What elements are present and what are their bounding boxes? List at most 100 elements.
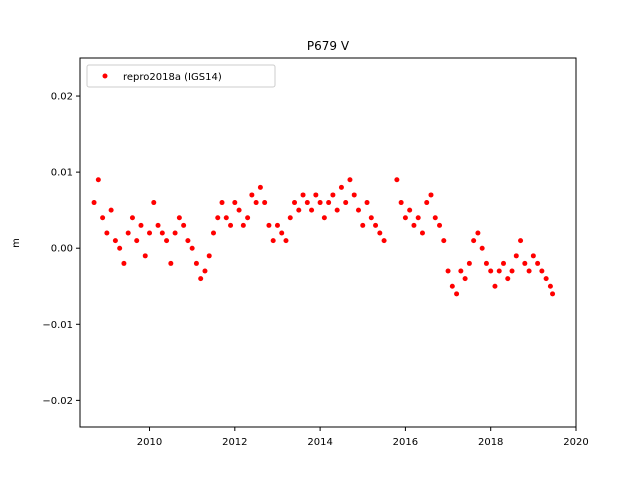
data-point: [479, 245, 485, 251]
data-point: [147, 230, 153, 236]
data-point: [292, 200, 298, 206]
data-point: [95, 177, 101, 183]
data-point: [168, 260, 174, 266]
data-point: [522, 260, 528, 266]
data-point: [172, 230, 178, 236]
chart-title: P679 V: [307, 39, 350, 53]
data-point: [351, 192, 357, 198]
data-point: [206, 253, 212, 259]
data-point: [210, 230, 216, 236]
data-point: [266, 222, 272, 228]
data-point: [402, 215, 408, 221]
data-point: [419, 230, 425, 236]
x-tick-label: 2012: [222, 437, 247, 448]
x-tick-label: 2016: [393, 437, 418, 448]
data-point: [432, 215, 438, 221]
data-point: [509, 268, 515, 274]
data-point: [518, 238, 524, 244]
data-point: [274, 222, 280, 228]
data-point: [108, 207, 114, 213]
y-axis-label: m: [11, 238, 22, 248]
data-point: [317, 200, 323, 206]
data-point: [91, 200, 97, 206]
data-point: [394, 177, 400, 183]
data-point: [142, 253, 148, 259]
x-tick-label: 2020: [563, 437, 588, 448]
data-point: [240, 222, 246, 228]
data-point: [185, 238, 191, 244]
data-point: [253, 200, 259, 206]
data-point: [198, 276, 204, 282]
data-point: [300, 192, 306, 198]
data-point: [550, 291, 556, 297]
data-point: [326, 200, 332, 206]
data-point: [466, 260, 472, 266]
data-point: [338, 184, 344, 190]
y-axis-ticks: −0.02 −0.01 0.00 0.01 0.02: [42, 92, 80, 407]
data-point: [151, 200, 157, 206]
data-point: [134, 238, 140, 244]
data-point: [309, 207, 315, 213]
data-point: [189, 245, 195, 251]
data-point: [368, 215, 374, 221]
data-point: [355, 207, 361, 213]
data-point: [347, 177, 353, 183]
data-point: [117, 245, 123, 251]
data-point: [313, 192, 319, 198]
data-point: [138, 222, 144, 228]
data-point: [407, 207, 413, 213]
data-point: [219, 200, 225, 206]
data-point: [155, 222, 161, 228]
data-point: [249, 192, 255, 198]
data-point: [471, 238, 477, 244]
legend: repro2018a (IGS14): [86, 64, 276, 88]
data-point: [445, 268, 451, 274]
data-point: [492, 283, 498, 289]
data-point: [232, 200, 238, 206]
data-point: [202, 268, 208, 274]
data-point: [483, 260, 489, 266]
data-point: [411, 222, 417, 228]
data-point: [343, 200, 349, 206]
y-tick-label: −0.02: [42, 396, 73, 407]
data-point: [398, 200, 404, 206]
data-point: [458, 268, 464, 274]
data-point: [424, 200, 430, 206]
data-point: [475, 230, 481, 236]
data-point: [321, 215, 327, 221]
data-point: [181, 222, 187, 228]
data-point: [364, 200, 370, 206]
data-point: [415, 215, 421, 221]
data-point: [360, 222, 366, 228]
legend-label: repro2018a (IGS14): [123, 72, 222, 83]
legend-box: [86, 64, 276, 88]
data-point: [125, 230, 131, 236]
data-point: [500, 260, 506, 266]
data-point: [488, 268, 494, 274]
data-point: [539, 268, 545, 274]
data-point: [454, 291, 460, 297]
y-tick-label: 0.02: [51, 92, 73, 103]
x-tick-label: 2010: [137, 437, 162, 448]
data-point: [129, 215, 135, 221]
data-point: [462, 276, 468, 282]
data-point: [262, 200, 268, 206]
data-point: [330, 192, 336, 198]
data-point: [270, 238, 276, 244]
data-point: [164, 238, 170, 244]
data-point: [257, 184, 263, 190]
data-point: [513, 253, 519, 259]
data-point: [304, 200, 310, 206]
data-point: [334, 207, 340, 213]
data-point: [193, 260, 199, 266]
legend-marker: [102, 73, 108, 79]
x-tick-label: 2014: [307, 437, 332, 448]
data-point: [437, 222, 443, 228]
data-point: [449, 283, 455, 289]
data-point: [283, 238, 289, 244]
plot-frame: [79, 57, 577, 428]
data-point: [112, 238, 118, 244]
y-tick-label: −0.01: [42, 320, 73, 331]
data-point: [296, 207, 302, 213]
data-point: [377, 230, 383, 236]
